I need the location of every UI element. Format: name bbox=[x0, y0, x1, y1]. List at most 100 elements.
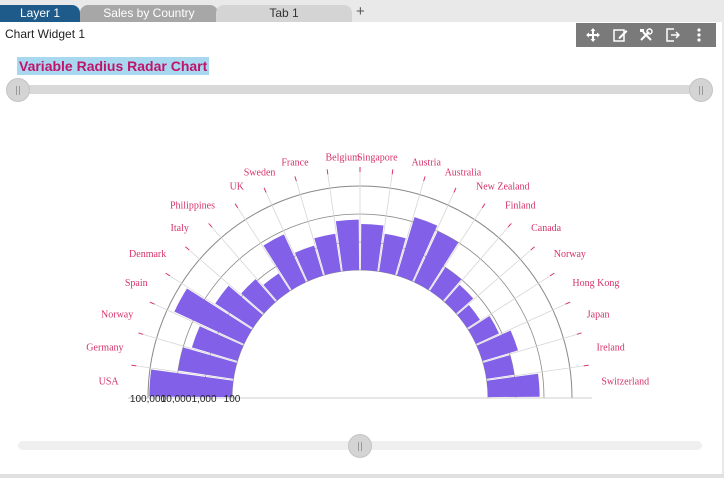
export-icon[interactable] bbox=[662, 25, 682, 45]
grid-spoke bbox=[188, 249, 264, 315]
chart-bar-australia bbox=[396, 217, 438, 282]
chart-bar-japan bbox=[476, 330, 519, 362]
category-label: Sweden bbox=[244, 167, 276, 178]
chart-bar-usa bbox=[149, 369, 234, 398]
category-label: Spain bbox=[125, 278, 148, 289]
chart-bar-switzerland bbox=[486, 373, 540, 398]
grid-spoke bbox=[443, 226, 509, 302]
category-tick bbox=[391, 169, 394, 175]
category-label: Ireland bbox=[596, 343, 624, 354]
chart-bar-france bbox=[314, 233, 341, 275]
chart-bar-ireland bbox=[483, 355, 515, 379]
category-label: Italy bbox=[171, 223, 189, 234]
chart-bar-austria bbox=[379, 233, 406, 275]
grid-spoke bbox=[467, 275, 551, 330]
category-label: USA bbox=[99, 377, 120, 388]
chart-bar-hong-kong bbox=[468, 316, 499, 344]
category-label: New Zealand bbox=[476, 182, 530, 193]
category-label: Norway bbox=[101, 309, 133, 320]
category-label: Philippines bbox=[170, 200, 215, 211]
category-tick bbox=[583, 364, 589, 367]
chart-bars bbox=[149, 217, 540, 398]
category-tick bbox=[453, 187, 457, 193]
category-tick bbox=[294, 176, 297, 182]
add-tab-button[interactable]: + bbox=[356, 3, 365, 20]
grid-spoke bbox=[143, 333, 238, 363]
grid-spoke bbox=[136, 365, 234, 381]
chart-bar-norway bbox=[191, 326, 244, 362]
category-label: Hong Kong bbox=[572, 278, 619, 289]
category-label: UK bbox=[230, 182, 245, 193]
category-tick bbox=[576, 332, 582, 335]
chart-bar-spain bbox=[174, 288, 252, 344]
category-label: Belgium bbox=[326, 153, 361, 164]
chart-bar-sweden bbox=[294, 245, 324, 282]
grid-spoke bbox=[476, 303, 566, 346]
category-tick bbox=[149, 301, 155, 305]
chart-bar-singapore bbox=[360, 223, 384, 272]
edit-icon[interactable] bbox=[610, 25, 630, 45]
category-tick bbox=[530, 246, 535, 251]
grid-spoke bbox=[412, 192, 455, 282]
tab-bar: Layer 1 Sales by Country Tab 1 + bbox=[0, 0, 724, 22]
grid-spoke bbox=[395, 181, 425, 276]
more-icon[interactable] bbox=[689, 25, 709, 45]
category-tick bbox=[263, 187, 267, 193]
chart-bar-uk bbox=[263, 234, 306, 290]
chart-bar-norway bbox=[457, 304, 480, 329]
category-tick bbox=[131, 364, 137, 367]
axis-tick-label: 1,000 bbox=[191, 394, 216, 405]
grid-spoke bbox=[377, 174, 393, 272]
category-label: Switzerland bbox=[601, 377, 649, 388]
settings-icon[interactable] bbox=[636, 25, 656, 45]
bottom-border bbox=[0, 474, 724, 478]
category-label: Australia bbox=[445, 167, 482, 178]
category-label: Austria bbox=[411, 158, 441, 169]
radar-chart: USA Germany Norway Spain Denmark Italy Philipp… bbox=[86, 153, 649, 405]
grid-spoke bbox=[428, 207, 483, 291]
grid-spoke bbox=[327, 174, 343, 272]
tab-layer-1[interactable]: Layer 1 bbox=[0, 5, 80, 22]
grid-spoke bbox=[237, 207, 292, 291]
chart-widget: Chart Widget 1 Variable Radius Radar Cha… bbox=[0, 22, 722, 474]
category-label: Norway bbox=[554, 249, 586, 260]
category-label: Finland bbox=[505, 200, 536, 211]
category-tick bbox=[423, 176, 426, 182]
chart-bar-belgium bbox=[335, 219, 360, 272]
category-tick bbox=[185, 246, 190, 251]
chart-bar-philippines bbox=[263, 273, 291, 301]
tab-sales-by-country[interactable]: Sales by Country bbox=[80, 5, 218, 22]
tab-tab-1[interactable]: Tab 1 bbox=[216, 5, 352, 22]
top-range-slider[interactable] bbox=[17, 85, 703, 94]
category-label: Denmark bbox=[129, 249, 166, 260]
category-tick bbox=[481, 203, 486, 209]
grid-spoke bbox=[456, 249, 532, 315]
category-label: Singapore bbox=[357, 153, 398, 164]
category-tick bbox=[549, 272, 555, 277]
grid-spoke bbox=[486, 365, 584, 381]
slider-left-handle[interactable] bbox=[6, 78, 30, 102]
chart-bar-finland bbox=[429, 267, 462, 301]
axis-tick-label: 100 bbox=[224, 394, 241, 405]
chart-grid bbox=[128, 167, 592, 399]
grid-arc bbox=[231, 269, 489, 399]
grid-spoke bbox=[154, 303, 244, 346]
category-tick bbox=[208, 223, 213, 228]
category-tick bbox=[138, 332, 144, 335]
move-icon[interactable] bbox=[583, 25, 603, 45]
bottom-slider-handle[interactable] bbox=[348, 434, 372, 458]
category-tick bbox=[165, 272, 171, 277]
category-tick bbox=[326, 169, 329, 175]
grid-spoke bbox=[211, 226, 277, 302]
chart-title: Variable Radius Radar Chart bbox=[17, 57, 210, 75]
category-label: Germany bbox=[86, 343, 123, 354]
category-label: Canada bbox=[531, 223, 562, 234]
widget-title: Chart Widget 1 bbox=[5, 27, 86, 41]
category-tick bbox=[507, 223, 512, 228]
widget-toolbar bbox=[576, 23, 716, 47]
slider-right-handle[interactable] bbox=[689, 78, 713, 102]
chart-bar-new-zealand bbox=[414, 231, 459, 290]
grid-spoke bbox=[265, 192, 308, 282]
chart-labels: USA Germany Norway Spain Denmark Italy Philipp… bbox=[86, 153, 649, 405]
chart-bar-denmark bbox=[215, 285, 263, 329]
